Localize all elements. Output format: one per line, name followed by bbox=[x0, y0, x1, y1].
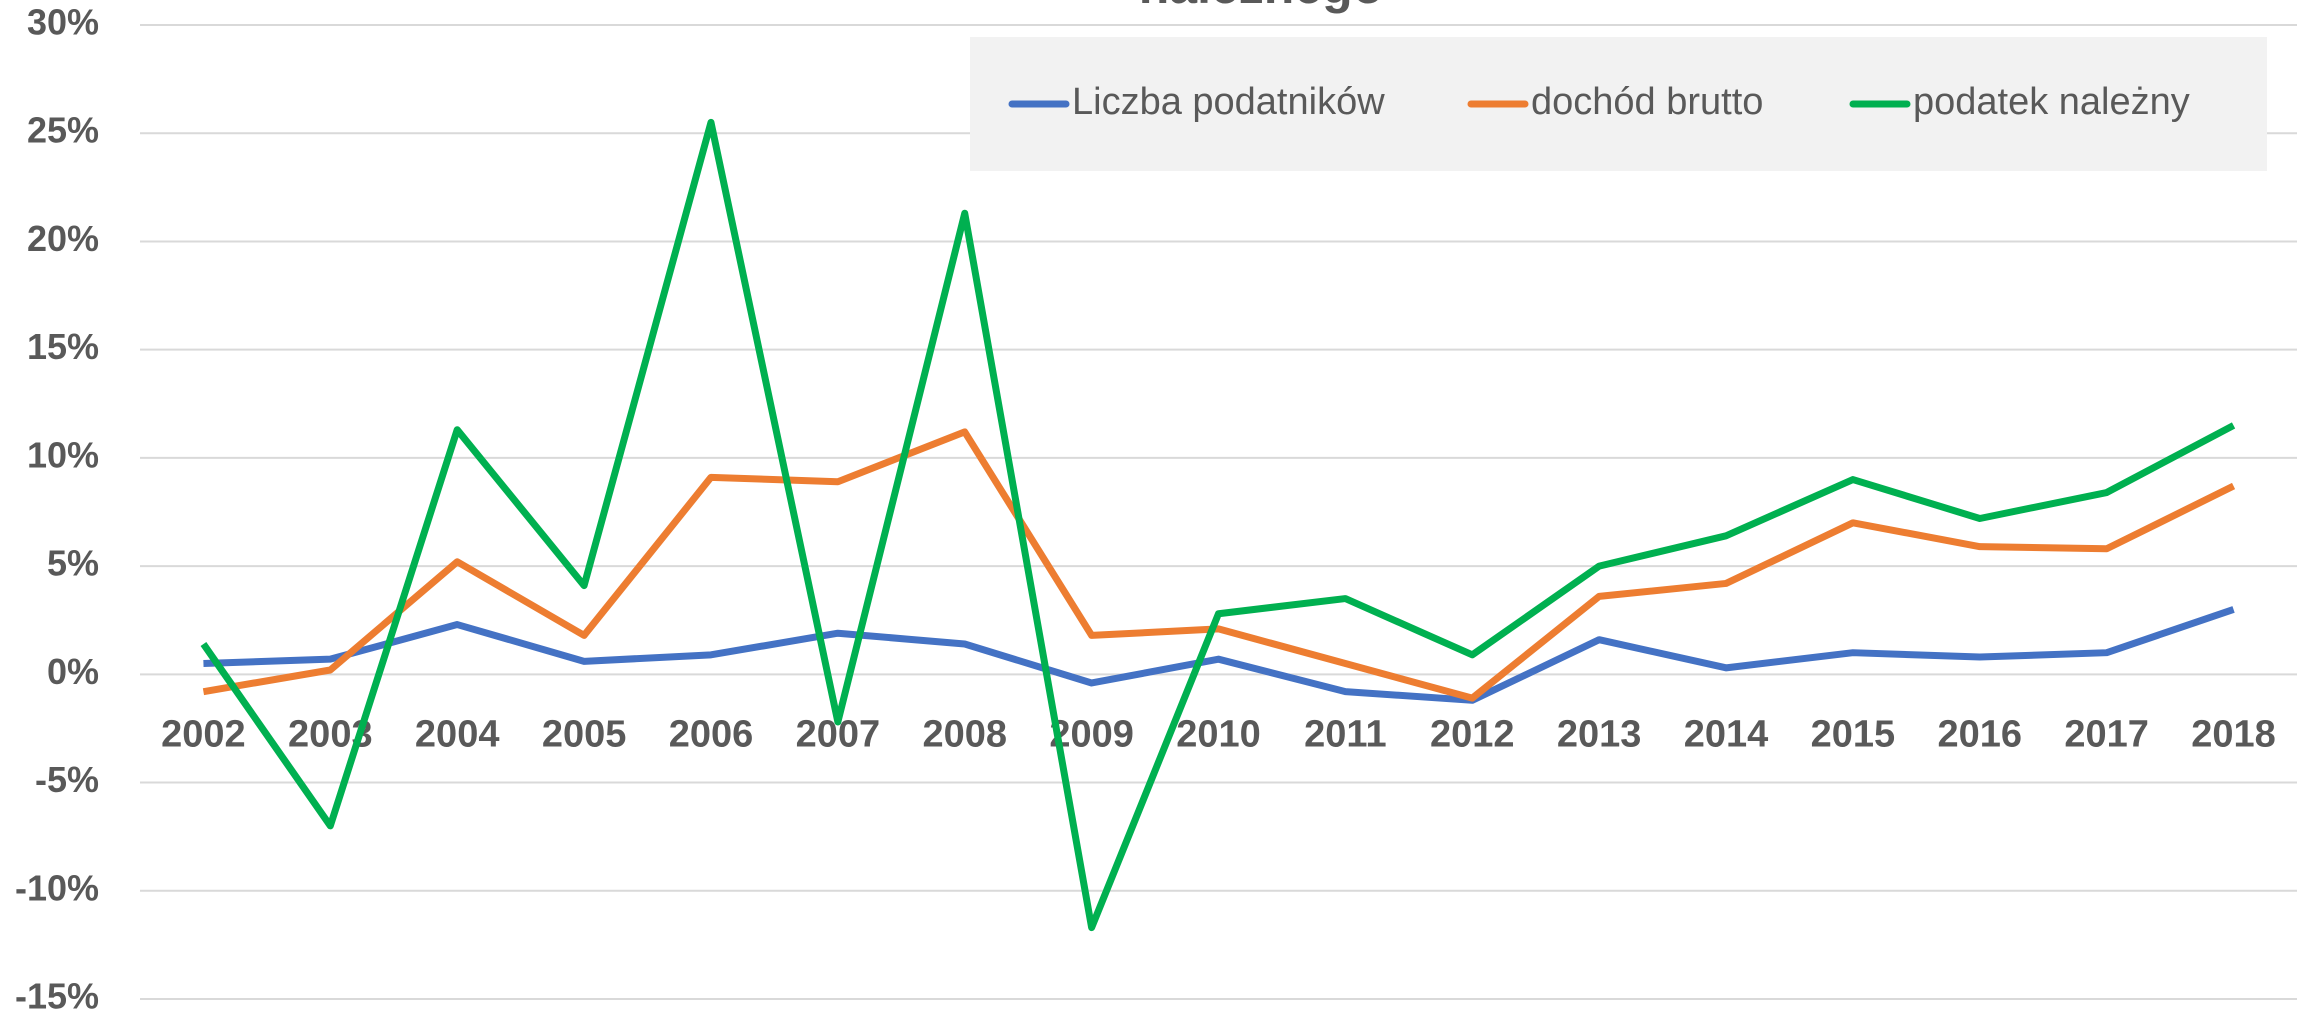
y-tick-label: -10% bbox=[15, 867, 99, 908]
series-line bbox=[200, 118, 2236, 932]
x-tick-label: 2013 bbox=[1557, 713, 1642, 755]
x-tick-label: 2017 bbox=[2064, 713, 2149, 755]
legend-label: podatek należny bbox=[1913, 81, 2190, 123]
legend-label: dochód brutto bbox=[1531, 81, 1763, 123]
y-tick-label: 15% bbox=[27, 326, 99, 367]
x-tick-label: 2004 bbox=[415, 713, 500, 755]
y-tick-label: 0% bbox=[47, 651, 99, 692]
y-tick-label: 20% bbox=[27, 218, 99, 259]
y-tick-label: -5% bbox=[35, 759, 99, 800]
x-tick-label: 2002 bbox=[161, 713, 246, 755]
series-line bbox=[203, 606, 2235, 704]
x-tick-label: 2008 bbox=[922, 713, 1007, 755]
y-tick-label: -15% bbox=[15, 976, 99, 1014]
x-tick-label: 2012 bbox=[1430, 713, 1515, 755]
series-line bbox=[202, 428, 2236, 702]
x-tick-label: 2010 bbox=[1176, 713, 1261, 755]
x-tick-label: 2016 bbox=[1938, 713, 2023, 755]
x-tick-label: 2014 bbox=[1684, 713, 1769, 755]
y-tick-label: 10% bbox=[27, 434, 99, 475]
y-tick-label: 30% bbox=[27, 2, 99, 43]
x-tick-label: 2018 bbox=[2191, 713, 2276, 755]
x-tick-label: 2011 bbox=[1304, 713, 1386, 755]
legend-label: Liczba podatników bbox=[1072, 81, 1385, 123]
x-tick-label: 2006 bbox=[669, 713, 754, 755]
y-tick-label: 25% bbox=[27, 110, 99, 151]
legend-box bbox=[970, 37, 2267, 171]
x-tick-label: 2015 bbox=[1811, 713, 1896, 755]
y-tick-label: 5% bbox=[47, 543, 99, 584]
chart-title: należnego bbox=[1139, 0, 1383, 14]
x-tick-label: 2005 bbox=[542, 713, 627, 755]
x-tick-label: 2009 bbox=[1049, 713, 1134, 755]
